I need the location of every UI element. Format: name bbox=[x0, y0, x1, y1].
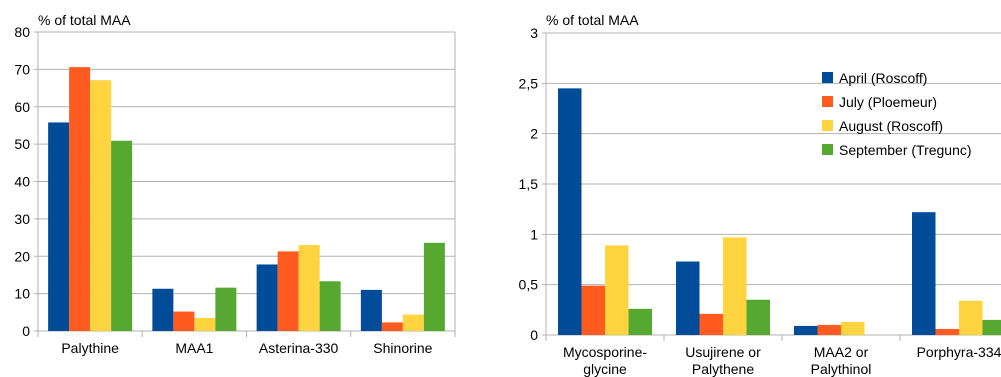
y-tick-label: 70 bbox=[14, 61, 30, 77]
bar bbox=[558, 88, 582, 335]
y-tick-label: 40 bbox=[14, 174, 30, 190]
y-tick-label: 60 bbox=[14, 99, 30, 115]
y-tick-label: 2 bbox=[530, 126, 538, 142]
x-category-label: Shinorine bbox=[373, 340, 432, 356]
x-category-label: MAA1 bbox=[175, 340, 213, 356]
bar bbox=[90, 80, 112, 332]
y-tick-label: 20 bbox=[14, 248, 30, 264]
x-category-label: Porphyra-334 bbox=[917, 344, 1001, 360]
x-category-label: MAA2 or Palythinol bbox=[811, 344, 872, 377]
bar bbox=[794, 325, 818, 335]
chart-left: % of total MAA 0 10 20 30 40 50 60 70 80 Palythi… bbox=[14, 12, 456, 356]
bar bbox=[912, 212, 936, 335]
y-tick-label: 10 bbox=[14, 286, 30, 302]
bar bbox=[48, 122, 70, 331]
bar bbox=[256, 264, 278, 331]
bar bbox=[841, 321, 865, 335]
y-tick-label: 1 bbox=[530, 226, 538, 242]
legend-swatch bbox=[822, 96, 833, 107]
bar bbox=[402, 314, 424, 331]
x-category-label: Mycosporine-glycine bbox=[563, 344, 647, 377]
bar bbox=[194, 317, 216, 331]
bar bbox=[173, 311, 195, 331]
bar bbox=[676, 261, 700, 335]
y-tick-label: 0,5 bbox=[519, 277, 539, 293]
legend-label: April (Roscoff) bbox=[839, 70, 927, 86]
bar bbox=[699, 313, 723, 335]
y-tick-label: 3 bbox=[530, 25, 538, 41]
bar bbox=[628, 308, 652, 335]
y-tick-label: 0 bbox=[22, 323, 30, 339]
x-category-label: Palythine bbox=[61, 340, 119, 356]
chart-right: % of total MAA 0 0,5 1 1,5 2 2,5 3 Mycosporine… bbox=[519, 12, 1001, 377]
bar bbox=[746, 299, 770, 335]
legend-label: August (Roscoff) bbox=[839, 118, 943, 134]
bar bbox=[723, 237, 747, 335]
y-tick-label: 50 bbox=[14, 136, 30, 152]
bar bbox=[111, 140, 133, 331]
bar bbox=[817, 324, 841, 335]
x-category-label: Usujirene or Palythene bbox=[685, 344, 761, 377]
y-tick-label: 0 bbox=[530, 327, 538, 343]
legend-swatch bbox=[822, 144, 833, 155]
bar bbox=[581, 285, 605, 335]
legend-swatch bbox=[822, 120, 833, 131]
y-tick-label: 2,5 bbox=[519, 75, 539, 91]
bar bbox=[982, 319, 1001, 335]
bar bbox=[360, 289, 382, 331]
bar bbox=[319, 281, 341, 331]
y-tick-label: 80 bbox=[14, 24, 30, 40]
bar bbox=[423, 242, 445, 331]
x-category-label: Asterina-330 bbox=[259, 340, 339, 356]
legend-label: July (Ploemeur) bbox=[839, 94, 937, 110]
bar bbox=[152, 288, 174, 331]
y-tick-label: 30 bbox=[14, 211, 30, 227]
y-axis-label: % of total MAA bbox=[38, 12, 131, 28]
legend-label: September (Tregunc) bbox=[839, 142, 972, 158]
bar bbox=[298, 245, 320, 331]
bar bbox=[215, 287, 237, 331]
y-axis-label: % of total MAA bbox=[546, 12, 639, 28]
y-tick-label: 1,5 bbox=[519, 176, 539, 192]
bar bbox=[381, 322, 403, 331]
bar bbox=[605, 245, 629, 335]
bar bbox=[935, 328, 959, 335]
legend-swatch bbox=[822, 72, 833, 83]
bar bbox=[277, 251, 299, 331]
bar bbox=[69, 67, 91, 331]
bar bbox=[959, 300, 983, 335]
